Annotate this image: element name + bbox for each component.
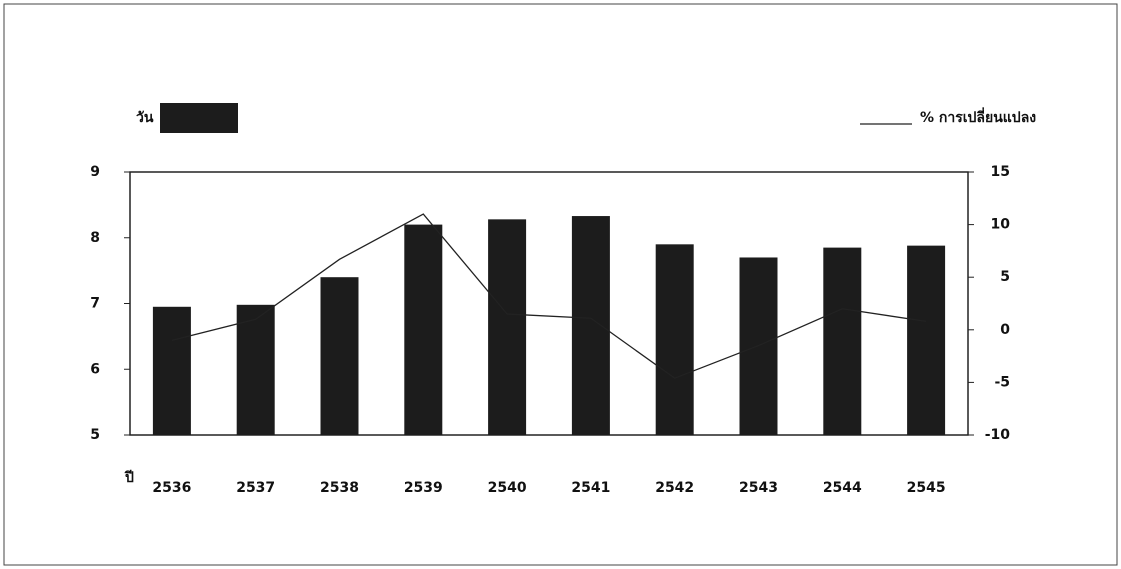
y2-tick-label: 0	[1000, 322, 1010, 338]
x-tick-label: 2541	[571, 480, 610, 496]
x-tick-label: 2544	[823, 480, 862, 496]
x-tick-label: 2536	[152, 480, 191, 496]
bar	[404, 224, 443, 435]
x-axis-label: ปี	[124, 470, 134, 486]
y-tick-label: 8	[90, 230, 100, 246]
bar	[823, 247, 862, 435]
frame	[3, 3, 1118, 566]
x-tick-label: 2540	[488, 480, 527, 496]
y2-tick-label: -10	[985, 427, 1011, 443]
x-tick-label: 2537	[236, 480, 275, 496]
y-tick-label: 6	[90, 361, 100, 377]
y2-tick-label: 15	[991, 164, 1010, 180]
bar	[488, 219, 527, 435]
y2-tick-label: -5	[994, 374, 1010, 390]
x-tick-label: 2542	[655, 480, 694, 496]
bar	[152, 306, 191, 435]
y-tick-label: 7	[90, 296, 100, 312]
x-tick-label: 2545	[907, 480, 946, 496]
line	[171, 213, 927, 379]
x-tick-label: 2539	[404, 480, 443, 496]
x-tick-label: 2543	[739, 480, 778, 496]
legend-label: วัน	[136, 110, 154, 126]
y-tick-label: 9	[90, 164, 100, 180]
bar	[655, 244, 694, 435]
x-tick-label: 2538	[320, 480, 359, 496]
bar	[320, 277, 359, 435]
legend-label: % การเปลี่ยนแปลง	[920, 107, 1036, 126]
y2-tick-label: 10	[991, 217, 1011, 233]
bar	[907, 245, 946, 435]
bar	[236, 304, 275, 435]
bar	[571, 216, 610, 435]
legend-swatch	[160, 103, 238, 133]
y2-tick-label: 5	[1000, 269, 1010, 285]
y-tick-label: 5	[90, 427, 100, 443]
